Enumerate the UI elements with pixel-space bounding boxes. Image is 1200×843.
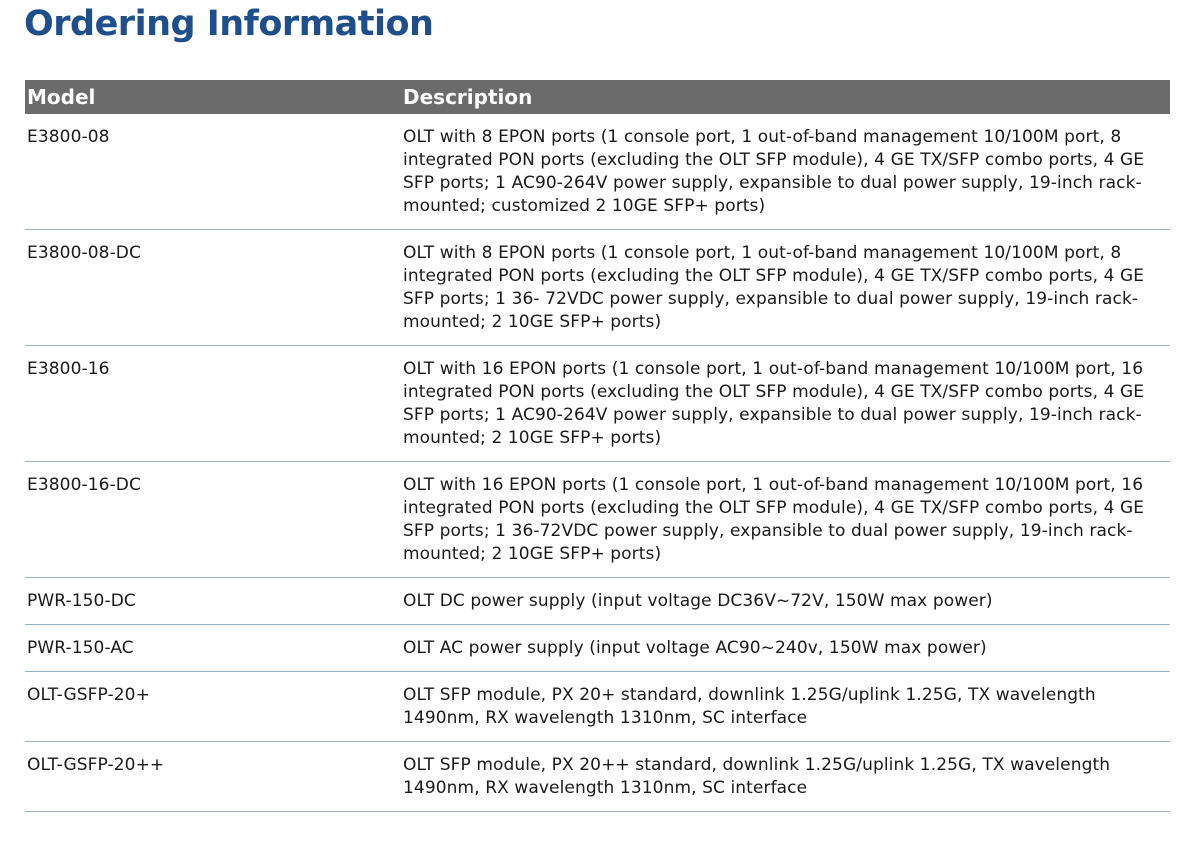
column-header-description: Description bbox=[403, 85, 533, 109]
model-cell: PWR-150-AC bbox=[27, 638, 134, 658]
table-row: PWR-150-DC OLT DC power supply (input vo… bbox=[25, 578, 1170, 625]
model-cell: E3800-16 bbox=[27, 359, 110, 379]
table-row: E3800-16-DC OLT with 16 EPON ports (1 co… bbox=[25, 462, 1170, 578]
description-cell: OLT AC power supply (input voltage AC90~… bbox=[403, 638, 987, 658]
table-row: OLT-GSFP-20+ OLT SFP module, PX 20+ stan… bbox=[25, 672, 1170, 742]
model-cell: E3800-16-DC bbox=[27, 475, 141, 495]
description-cell: OLT with 16 EPON ports (1 console port, … bbox=[403, 359, 1145, 448]
description-cell: OLT SFP module, PX 20+ standard, downlin… bbox=[403, 685, 1096, 728]
model-cell: E3800-08 bbox=[27, 127, 110, 147]
column-header-model: Model bbox=[27, 85, 96, 109]
description-cell: OLT with 8 EPON ports (1 console port, 1… bbox=[403, 127, 1145, 216]
table-row: E3800-08-DC OLT with 8 EPON ports (1 con… bbox=[25, 230, 1170, 346]
ordering-table: Model Description E3800-08 OLT with 8 EP… bbox=[25, 80, 1170, 812]
model-cell: PWR-150-DC bbox=[27, 591, 136, 611]
description-cell: OLT SFP module, PX 20++ standard, downli… bbox=[403, 755, 1111, 798]
model-cell: OLT-GSFP-20+ bbox=[27, 685, 150, 705]
table-row: PWR-150-AC OLT AC power supply (input vo… bbox=[25, 625, 1170, 672]
table-row: E3800-16 OLT with 16 EPON ports (1 conso… bbox=[25, 346, 1170, 462]
description-cell: OLT with 8 EPON ports (1 console port, 1… bbox=[403, 243, 1145, 332]
table-header: Model Description bbox=[25, 80, 1170, 114]
description-cell: OLT DC power supply (input voltage DC36V… bbox=[403, 591, 993, 611]
description-cell: OLT with 16 EPON ports (1 console port, … bbox=[403, 475, 1145, 564]
model-cell: E3800-08-DC bbox=[27, 243, 141, 263]
model-cell: OLT-GSFP-20++ bbox=[27, 755, 165, 775]
table-row: E3800-08 OLT with 8 EPON ports (1 consol… bbox=[25, 114, 1170, 230]
table-row: OLT-GSFP-20++ OLT SFP module, PX 20++ st… bbox=[25, 742, 1170, 812]
page-title: Ordering Information bbox=[24, 4, 434, 44]
